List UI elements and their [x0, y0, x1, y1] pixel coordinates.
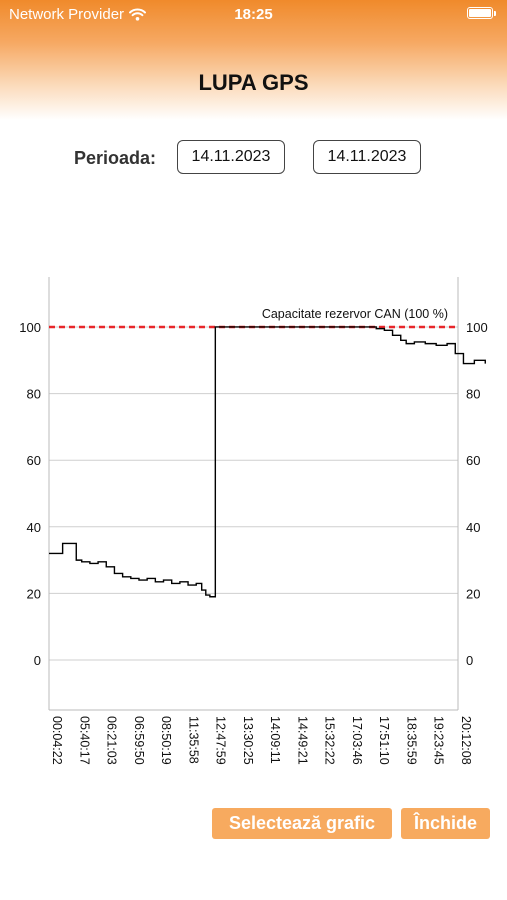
status-time: 18:25	[234, 6, 273, 23]
x-tick-label: 11:35:58	[186, 716, 200, 764]
x-tick-label: 12:47:59	[214, 716, 228, 765]
status-bar: Network Provider 18:25	[0, 0, 507, 28]
x-tick-label: 00:04:22	[50, 716, 64, 765]
y-tick-label-left: 20	[27, 586, 41, 601]
x-tick-label: 17:51:10	[377, 716, 391, 765]
x-tick-label: 14:49:21	[295, 716, 309, 765]
y-tick-label-left: 0	[34, 653, 41, 668]
y-tick-label-right: 80	[466, 387, 480, 402]
series-line	[49, 326, 486, 598]
y-tick-label-right: 40	[466, 520, 480, 535]
page-title: LUPA GPS	[198, 70, 309, 95]
y-tick-label-left: 60	[27, 453, 41, 468]
x-tick-label: 20:12:08	[459, 716, 473, 765]
wifi-icon	[129, 8, 147, 21]
fuel-level-chart: 0 0 20 20 40 40 60 60 80 80 100 100 Capacitate rezer…	[19, 277, 488, 765]
y-tick-label-left: 100	[19, 320, 41, 335]
x-tick-label: 17:03:46	[350, 716, 364, 765]
y-tick-label-right: 100	[466, 320, 488, 335]
carrier-name: Network Provider	[9, 6, 125, 23]
y-tick-label-left: 40	[27, 520, 41, 535]
y-tick-label-left: 80	[27, 387, 41, 402]
battery-icon	[467, 7, 496, 19]
y-tick-label-right: 60	[466, 453, 480, 468]
x-tick-label: 05:40:17	[77, 716, 91, 765]
date-from-button[interactable]: 14.11.2023	[177, 140, 285, 174]
x-tick-label: 15:32:22	[323, 716, 337, 765]
x-tick-label: 18:35:59	[404, 716, 418, 765]
x-tick-label: 06:21:03	[105, 716, 119, 765]
x-tick-label: 06:59:50	[132, 716, 146, 765]
x-tick-label: 14:09:11	[268, 716, 282, 764]
close-button[interactable]: Închide	[401, 808, 490, 839]
x-tick-label: 08:50:19	[159, 716, 173, 765]
date-to-button[interactable]: 14.11.2023	[313, 140, 421, 174]
period-label: Perioada:	[74, 148, 157, 168]
select-chart-button[interactable]: Selectează grafic	[212, 808, 392, 839]
x-tick-label: 19:23:45	[432, 716, 446, 765]
header-background	[0, 0, 507, 120]
y-tick-label-right: 0	[466, 653, 473, 668]
x-tick-label: 13:30:25	[241, 716, 255, 765]
y-tick-label-right: 20	[466, 586, 480, 601]
carrier-info: Network Provider	[9, 6, 147, 23]
reference-line-label: Capacitate rezervor CAN (100 %)	[262, 307, 448, 321]
